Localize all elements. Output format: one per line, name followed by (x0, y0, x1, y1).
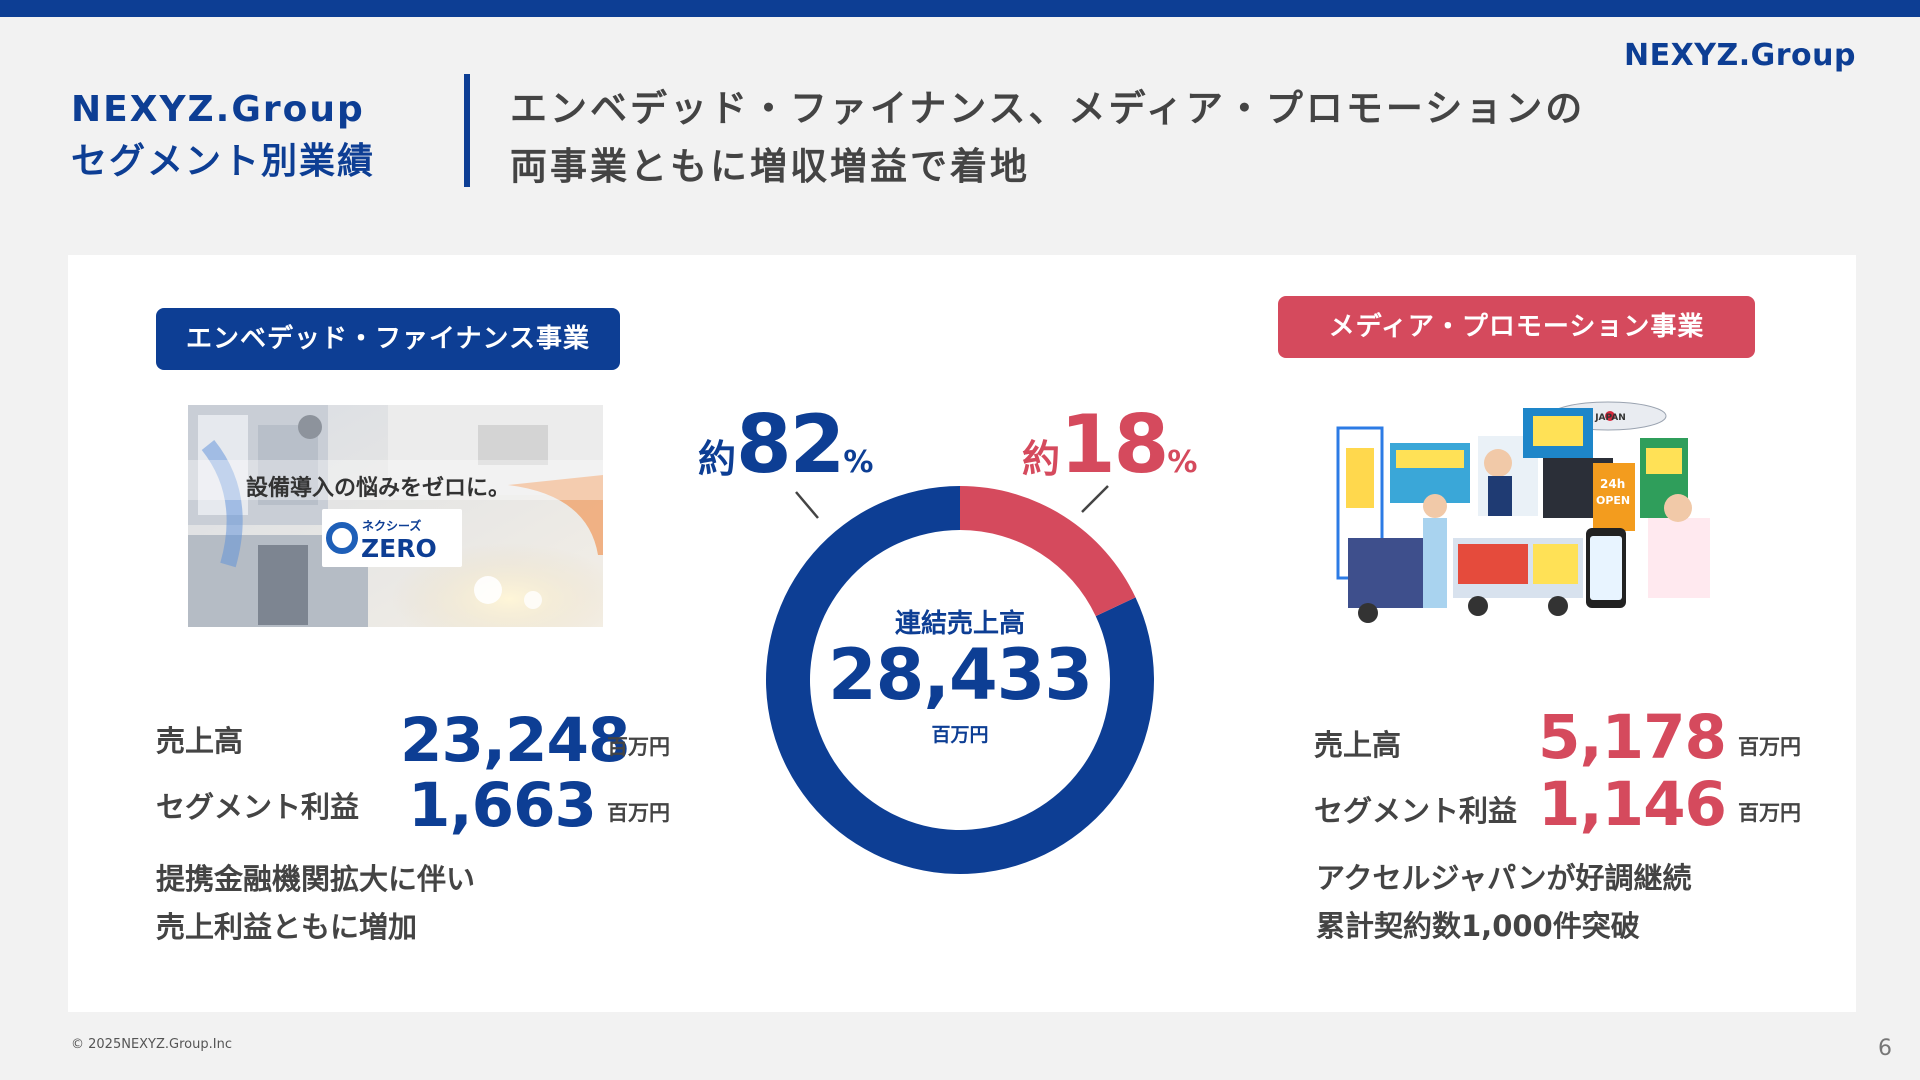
section-title: NEXYZ.Group セグメント別業績 (71, 84, 375, 188)
left-note: 提携金融機関拡大に伴い 売上利益ともに増加 (156, 855, 475, 951)
headline: エンベデッド・ファイナンス、メディア・プロモーションの 両事業ともに増収増益で着… (510, 80, 1585, 196)
media-promotion-photo: ACCEL JAPAN 24h OPEN (1328, 388, 1720, 628)
left-sales-unit: 百万円 (607, 735, 670, 759)
photo-logo-line1: ネクシーズ (362, 518, 421, 533)
copyright: © 2025NEXYZ.Group.Inc (71, 1037, 232, 1052)
headline-line1: エンベデッド・ファイナンス、メディア・プロモーションの (510, 87, 1586, 130)
donut-label-finance: 約82% (698, 405, 873, 485)
media-pct-suffix: % (1167, 445, 1198, 480)
left-profit-value: 1,663 (408, 770, 597, 841)
right-note-line1: アクセルジャパンが好調継続 (1316, 861, 1692, 895)
section-title-line2: セグメント別業績 (71, 141, 376, 182)
left-sales-label: 売上高 (156, 724, 244, 758)
right-sales-label: 売上高 (1314, 728, 1402, 762)
section-title-line1: NEXYZ.Group (71, 89, 365, 130)
left-profit-label: セグメント利益 (156, 790, 360, 824)
segment-title-media-promotion: メディア・プロモーション事業 (1278, 296, 1755, 358)
donut-center-value: 28,433 (827, 634, 1093, 716)
donut-slice-1 (960, 486, 1136, 617)
right-profit-label: セグメント利益 (1314, 794, 1518, 828)
right-note-line2: 累計契約数1,000件突破 (1316, 909, 1640, 943)
media-pct-prefix: 約 (1022, 437, 1061, 481)
embedded-finance-photo: 設備導入の悩みをゼロに。 ネクシーズ ZERO (188, 405, 603, 627)
right-note: アクセルジャパンが好調継続 累計契約数1,000件突破 (1316, 854, 1692, 950)
page-number: 6 (1878, 1036, 1892, 1061)
finance-pct-prefix: 約 (698, 437, 737, 481)
title-divider (464, 74, 470, 187)
left-sales-value: 23,248 (400, 705, 630, 776)
donut-chart (766, 486, 1154, 874)
finance-pct-number: 82 (736, 398, 845, 491)
donut-center-unit: 百万円 (931, 724, 989, 746)
photo-logo-line2: ZERO (361, 534, 437, 563)
headline-line2: 両事業ともに増収増益で着地 (510, 145, 1030, 188)
photo-sign-open: OPEN (1596, 494, 1630, 507)
right-profit-unit: 百万円 (1738, 801, 1801, 825)
left-note-line2: 売上利益ともに増加 (156, 910, 418, 944)
right-sales-unit: 百万円 (1738, 735, 1801, 759)
left-profit-unit: 百万円 (607, 801, 670, 825)
brand-logo: NEXYZ.Group (1624, 38, 1856, 73)
photo-sign-24h: 24h (1600, 477, 1625, 491)
top-accent-bar (0, 0, 1920, 17)
media-pct-number: 18 (1060, 398, 1169, 491)
finance-pct-suffix: % (843, 445, 874, 480)
right-profit-value: 1,146 (1538, 769, 1727, 840)
content-panel (68, 255, 1856, 1012)
right-sales-value: 5,178 (1538, 702, 1727, 773)
segment-title-embedded-finance: エンベデッド・ファイナンス事業 (156, 308, 620, 370)
donut-label-media: 約18% (1022, 405, 1197, 485)
left-note-line1: 提携金融機関拡大に伴い (156, 862, 476, 896)
donut-center-label: 連結売上高 (894, 609, 1025, 639)
photo-caption: 設備導入の悩みをゼロに。 (246, 475, 510, 501)
